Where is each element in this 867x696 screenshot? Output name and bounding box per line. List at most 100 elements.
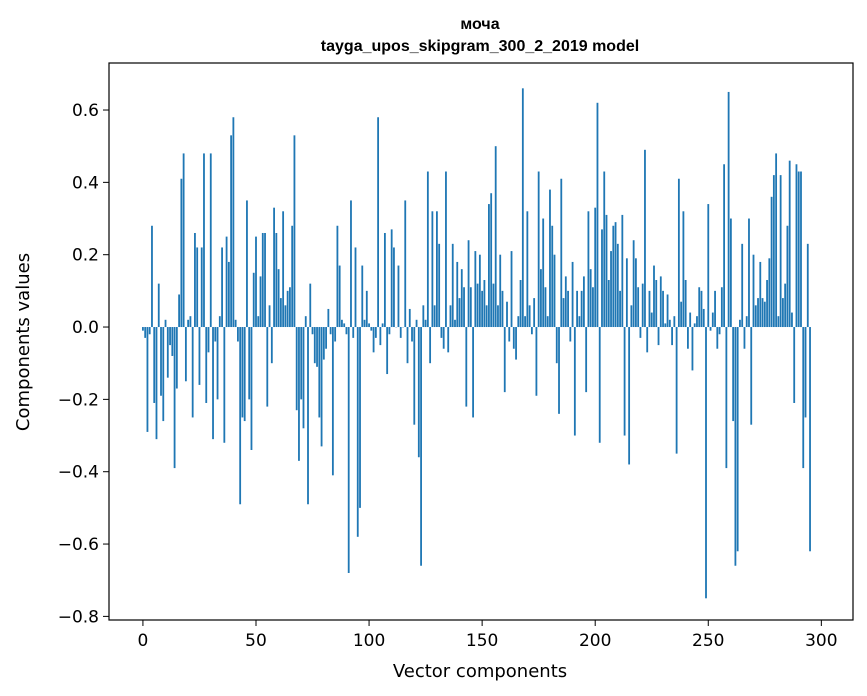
bar — [460, 269, 463, 328]
bar — [666, 294, 669, 328]
bar — [411, 327, 413, 342]
bar — [553, 254, 556, 328]
bar — [517, 316, 520, 328]
bar — [307, 327, 309, 505]
bar — [341, 319, 343, 328]
bar — [571, 261, 574, 328]
bar — [716, 327, 719, 349]
bar — [616, 243, 619, 328]
bar — [214, 327, 217, 342]
bar — [603, 171, 606, 328]
x-tick-label: 100 — [353, 631, 385, 651]
bar — [506, 301, 508, 328]
bar — [426, 171, 429, 328]
bar — [175, 327, 178, 389]
bar — [458, 298, 461, 328]
bar — [221, 247, 223, 328]
bar — [438, 243, 441, 328]
bar — [691, 327, 694, 371]
y-tick-label: −0.4 — [58, 463, 99, 483]
bar — [302, 327, 305, 429]
bar — [246, 200, 248, 328]
bar — [786, 225, 789, 328]
bar — [295, 327, 298, 411]
bar — [546, 316, 549, 328]
x-tick-label: 0 — [138, 631, 149, 651]
y-tick-label: −0.2 — [58, 390, 99, 410]
bar — [488, 204, 490, 328]
bar — [171, 327, 174, 356]
bar — [153, 327, 156, 403]
bar — [365, 290, 368, 328]
bar — [564, 276, 567, 328]
bar — [273, 207, 275, 328]
bar — [752, 254, 755, 328]
bar — [449, 305, 452, 328]
bar — [300, 327, 303, 400]
bar — [157, 283, 160, 328]
bar — [537, 171, 540, 328]
bar — [275, 232, 278, 328]
bar — [580, 290, 583, 328]
bar — [264, 232, 266, 328]
x-tick-label: 300 — [805, 631, 837, 651]
bar — [521, 88, 524, 328]
bar — [282, 211, 285, 328]
bar — [494, 146, 497, 328]
bar — [359, 327, 361, 508]
bar — [422, 305, 425, 328]
bar — [393, 247, 395, 328]
bar — [343, 323, 346, 328]
bar — [257, 316, 260, 328]
bar — [445, 171, 447, 328]
bar — [162, 327, 165, 422]
bar — [304, 316, 307, 328]
bar — [436, 211, 438, 328]
bar — [711, 312, 714, 328]
bar — [668, 319, 671, 328]
bar — [374, 327, 377, 338]
bar — [212, 327, 214, 440]
bar — [677, 178, 680, 328]
bar — [621, 214, 624, 328]
bar — [795, 164, 798, 328]
y-tick-label: 0.4 — [72, 173, 99, 193]
bar — [474, 251, 477, 328]
bar — [781, 298, 784, 328]
bar — [497, 305, 499, 328]
bar — [352, 327, 355, 338]
bar — [334, 327, 337, 342]
bar — [173, 327, 176, 469]
bar — [544, 287, 547, 328]
bar — [354, 247, 357, 328]
bar — [433, 305, 436, 328]
bar — [741, 243, 744, 328]
bar — [607, 280, 610, 328]
x-tick-label: 50 — [245, 631, 267, 651]
bar — [420, 327, 422, 566]
bar — [252, 272, 255, 328]
bar — [270, 327, 273, 364]
bar — [605, 214, 608, 328]
y-tick-label: 0.6 — [72, 101, 99, 121]
bar — [338, 265, 341, 328]
bar — [381, 323, 384, 328]
bar — [347, 327, 350, 573]
bar — [644, 149, 646, 328]
bar — [555, 327, 558, 364]
bar — [298, 327, 300, 461]
bar — [610, 251, 612, 328]
bar — [589, 269, 592, 328]
bar — [350, 200, 352, 328]
bar — [766, 280, 768, 328]
bar — [698, 287, 701, 328]
bar — [596, 102, 599, 328]
bar — [160, 327, 162, 396]
bar — [205, 327, 208, 403]
y-axis-ticks: −0.8 −0.6 −0.4 −0.2 0.0 0.2 0.4 0.6 — [58, 101, 109, 627]
bar — [501, 290, 504, 328]
bar — [635, 258, 637, 328]
bar — [623, 327, 626, 436]
bar — [361, 265, 364, 328]
